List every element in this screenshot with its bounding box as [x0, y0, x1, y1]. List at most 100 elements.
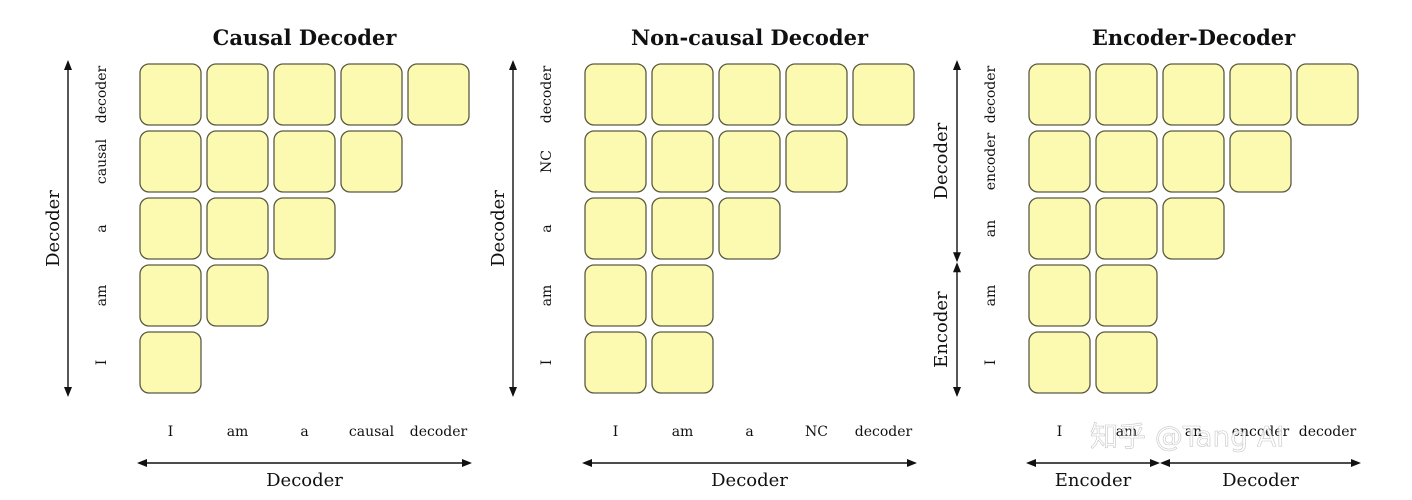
mask-cell — [206, 130, 269, 193]
panel-title: Causal Decoder — [213, 25, 398, 50]
column-token-label: I — [1057, 424, 1063, 440]
mask-cell — [584, 130, 647, 193]
column-token-label: decoder — [1299, 424, 1357, 440]
column-token-label: am — [672, 424, 694, 440]
mask-cell — [139, 197, 202, 260]
column-token-label: decoder — [410, 424, 468, 440]
mask-cell — [1095, 264, 1158, 327]
arrowhead — [1351, 459, 1361, 467]
arrowhead — [137, 459, 147, 467]
mask-cell — [1095, 197, 1158, 260]
column-token-label: I — [613, 424, 619, 440]
arrowhead — [1160, 459, 1170, 467]
bottom-axis-label: Decoder — [1222, 470, 1299, 491]
left-axis-label: Decoder — [43, 190, 64, 267]
bottom-axis-label: Encoder — [1055, 470, 1132, 491]
mask-cell — [1229, 63, 1292, 126]
bottom-axis-label: Decoder — [266, 470, 343, 491]
column-token-label: decoder — [855, 424, 913, 440]
mask-cell — [206, 63, 269, 126]
mask-cell — [584, 63, 647, 126]
panel-causal: Causal Decoder decoder causal a am I I am a causa… — [43, 25, 472, 491]
mask-cell — [206, 264, 269, 327]
column-token-label: am — [227, 424, 249, 440]
arrowhead — [953, 252, 961, 263]
row-token-label: I — [539, 360, 555, 366]
row-token-label: causal — [94, 138, 110, 184]
mask-cell — [785, 63, 848, 126]
mask-cell — [1028, 63, 1091, 126]
mask-cell — [340, 63, 403, 126]
bottom-axis-label: Decoder — [711, 470, 788, 491]
mask-cell — [852, 63, 915, 126]
row-token-label: am — [94, 285, 110, 307]
arrowhead — [1026, 459, 1036, 467]
arrowhead — [64, 60, 72, 70]
arrowhead — [509, 60, 517, 70]
column-token-label: NC — [805, 424, 828, 440]
row-token-label: decoder — [539, 65, 555, 123]
column-token-label: a — [745, 424, 753, 440]
arrowhead — [907, 459, 917, 467]
left-axis-label: Encoder — [931, 291, 952, 368]
mask-cell — [139, 331, 202, 394]
arrowhead — [1150, 459, 1160, 467]
left-axis-label: Decoder — [488, 190, 509, 267]
row-token-label: a — [94, 224, 110, 232]
row-token-label: NC — [539, 150, 555, 173]
mask-cell — [1162, 63, 1225, 126]
mask-cell — [1028, 331, 1091, 394]
mask-cell — [651, 63, 714, 126]
mask-cell — [407, 63, 470, 126]
arrowhead — [509, 387, 517, 397]
mask-cell — [785, 130, 848, 193]
mask-cell — [718, 197, 781, 260]
arrowhead — [953, 60, 961, 70]
left-axis-label: Decoder — [931, 122, 952, 199]
panel-title: Encoder-Decoder — [1092, 25, 1296, 50]
row-token-label: am — [539, 285, 555, 307]
column-token-label: I — [168, 424, 174, 440]
mask-cell — [1095, 331, 1158, 394]
mask-cell — [1028, 197, 1091, 260]
mask-cell — [584, 264, 647, 327]
mask-cell — [139, 63, 202, 126]
mask-cell — [651, 197, 714, 260]
mask-cell — [340, 130, 403, 193]
mask-cell — [273, 130, 336, 193]
arrowhead — [582, 459, 592, 467]
mask-cell — [1162, 197, 1225, 260]
row-token-label: an — [983, 220, 999, 237]
mask-cell — [139, 264, 202, 327]
panel-encdec: Encoder-Decoder decoder encoder an am I I am an e… — [931, 25, 1361, 491]
mask-cell — [1229, 130, 1292, 193]
mask-cell — [651, 130, 714, 193]
mask-cell — [1028, 130, 1091, 193]
arrowhead — [953, 262, 961, 273]
mask-cell — [718, 130, 781, 193]
arrowhead — [953, 387, 961, 397]
mask-cell — [1095, 63, 1158, 126]
watermark: 知乎 @Tang AI — [1090, 420, 1284, 453]
mask-cell — [273, 63, 336, 126]
column-token-label: a — [300, 424, 308, 440]
arrowhead — [64, 387, 72, 397]
row-token-label: I — [94, 360, 110, 366]
column-token-label: an — [1185, 424, 1202, 440]
mask-cell — [1296, 63, 1359, 126]
mask-cell — [651, 331, 714, 394]
mask-cell — [1095, 130, 1158, 193]
row-token-label: encoder — [983, 132, 999, 190]
column-token-label: causal — [349, 424, 395, 440]
row-token-label: I — [983, 360, 999, 366]
row-token-label: am — [983, 285, 999, 307]
column-token-label: encoder — [1232, 424, 1290, 440]
mask-cell — [718, 63, 781, 126]
column-token-label: am — [1116, 424, 1138, 440]
mask-cell — [651, 264, 714, 327]
row-token-label: decoder — [983, 65, 999, 123]
mask-cell — [273, 197, 336, 260]
mask-cell — [1162, 130, 1225, 193]
arrowhead — [462, 459, 472, 467]
